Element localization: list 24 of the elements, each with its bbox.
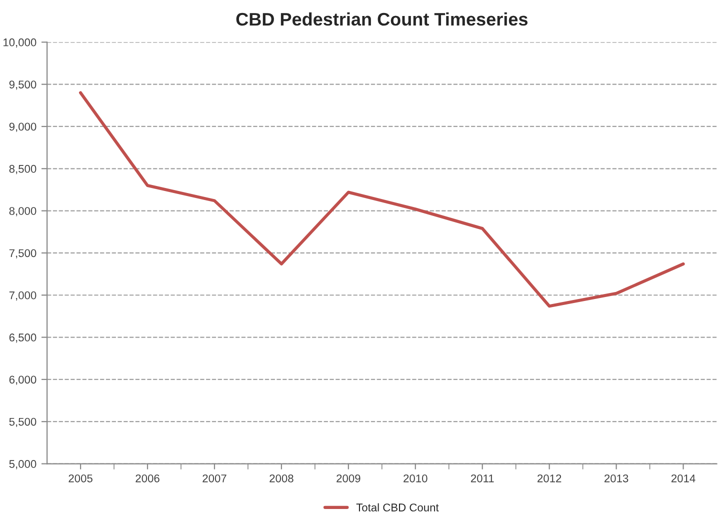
x-tick-label: 2008 bbox=[270, 474, 294, 482]
y-tick-label: 7,000 bbox=[9, 291, 36, 301]
y-tick-label: 6,000 bbox=[9, 376, 36, 385]
x-tick-label: 2007 bbox=[202, 474, 226, 482]
y-tick-label: 9,500 bbox=[9, 80, 36, 90]
y-tick-label: 8,000 bbox=[9, 207, 36, 216]
x-tick-label: 2013 bbox=[604, 474, 628, 482]
x-tick-label: 2014 bbox=[671, 474, 696, 482]
y-tick-label: 6,500 bbox=[9, 334, 36, 343]
chart-title: CBD Pedestrian Count Timeseries bbox=[236, 12, 528, 26]
x-tick-label: 2005 bbox=[68, 474, 92, 482]
line-series bbox=[79, 91, 685, 308]
y-tick-label: 10,000 bbox=[4, 38, 36, 48]
x-tick-label: 2011 bbox=[470, 474, 494, 482]
x-tick-label: 2009 bbox=[336, 474, 360, 482]
legend-label: Total CBD Count bbox=[356, 503, 439, 512]
y-tick-label: 7,500 bbox=[9, 249, 36, 258]
x-tick-label: 2012 bbox=[538, 474, 562, 482]
x-tick-label: 2010 bbox=[404, 474, 428, 482]
y-tick-label: 5,000 bbox=[9, 460, 36, 470]
y-tick-label: 5,500 bbox=[9, 418, 36, 428]
y-tick-label: 8,500 bbox=[9, 164, 36, 174]
y-tick-label: 9,000 bbox=[9, 122, 36, 132]
x-tick-label: 2006 bbox=[136, 474, 160, 482]
